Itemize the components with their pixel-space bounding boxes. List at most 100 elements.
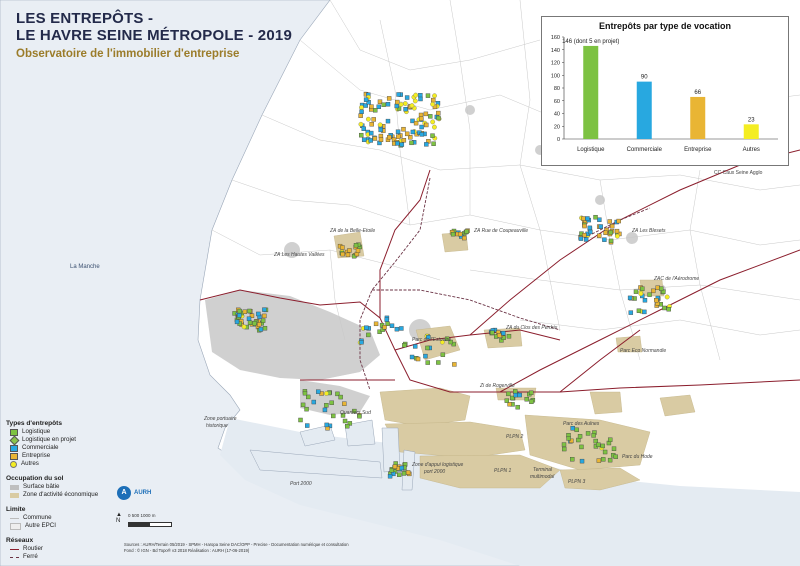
legend-type-row: Commerciale (6, 444, 112, 452)
label-parc-des-aulnes: Parc des Aulnes (563, 421, 600, 427)
warehouse-marker (602, 449, 608, 455)
warehouse-marker (396, 134, 401, 139)
warehouse-marker (596, 442, 601, 447)
warehouse-marker (340, 251, 345, 257)
sources: Sources : AURH/Terrain 05/2019 - SPMH - … (124, 542, 384, 553)
warehouse-marker (395, 141, 400, 146)
data-label: 23 (748, 117, 755, 123)
warehouse-marker (607, 219, 612, 224)
category-label: Entreprise (684, 147, 712, 153)
warehouse-marker (369, 122, 374, 127)
legend-limite-title: Limite (6, 506, 26, 513)
title-block: LES ENTREPÔTS - LE HAVRE SEINE MÉTROPOLE… (16, 10, 292, 60)
warehouse-marker (403, 106, 408, 112)
warehouse-marker (510, 395, 515, 401)
bar-autres (743, 124, 759, 139)
label-za-rue-coupeauville: ZA Rue de Coupeauville (473, 228, 528, 234)
port-docks (249, 419, 416, 491)
warehouse-marker (386, 96, 392, 101)
warehouse-marker (515, 404, 520, 410)
warehouse-marker (423, 353, 428, 359)
warehouse-marker (368, 138, 373, 143)
warehouse-marker (378, 137, 384, 142)
legend-type-label: Entreprise (22, 452, 51, 459)
warehouse-marker (347, 248, 352, 253)
warehouse-marker (436, 110, 441, 116)
warehouse-marker (666, 307, 671, 312)
warehouse-marker (611, 446, 617, 451)
warehouse-marker (364, 325, 369, 330)
warehouse-marker-autres (432, 93, 437, 99)
y-tick-label: 20 (554, 124, 560, 130)
warehouse-marker (425, 93, 431, 98)
y-tick-label: 100 (551, 73, 560, 79)
warehouse-marker (582, 232, 587, 238)
scale-bar (128, 522, 172, 527)
warehouse-marker (368, 130, 374, 136)
legend-types-list: Logistique Logistique en projet Commercial… (6, 428, 112, 468)
warehouse-marker (513, 389, 518, 394)
warehouse-marker (249, 313, 255, 318)
warehouse-marker (597, 217, 602, 222)
y-tick-label: 160 (551, 35, 560, 41)
label-parc-du-hode: Parc du Hode (622, 454, 653, 460)
warehouse-marker (247, 308, 252, 314)
warehouse-marker (359, 109, 364, 114)
warehouse-marker (636, 308, 642, 313)
warehouse-marker (246, 316, 252, 321)
warehouse-marker (585, 216, 590, 221)
legend-swatch-circle (10, 460, 17, 468)
warehouse-marker (247, 320, 253, 325)
warehouse-marker-autres (402, 101, 408, 106)
warehouse-marker (419, 132, 425, 137)
warehouse-marker (401, 471, 407, 476)
warehouse-marker (335, 391, 340, 397)
warehouse-marker-autres (413, 92, 419, 98)
legend-limite-commune: Commune (6, 514, 112, 522)
warehouse-marker (517, 392, 522, 398)
warehouse-marker (561, 446, 567, 452)
category-label: Logistique (577, 147, 605, 153)
warehouse-marker (561, 442, 567, 447)
warehouse-marker-autres (359, 105, 364, 110)
warehouse-marker (262, 325, 268, 331)
warehouse-marker (399, 465, 405, 471)
warehouse-marker (651, 288, 656, 294)
warehouse-marker (585, 431, 591, 436)
warehouse-marker (588, 229, 593, 235)
warehouse-marker (579, 444, 584, 450)
y-tick-label: 140 (551, 48, 560, 54)
warehouse-marker (464, 229, 469, 234)
y-tick-label: 0 (557, 137, 560, 143)
y-tick-label: 40 (554, 112, 560, 118)
legend-swatch-square (10, 428, 18, 436)
warehouse-marker (347, 421, 353, 426)
label-terminal-1: Terminal (533, 467, 553, 473)
warehouse-marker (408, 135, 413, 140)
legend-sol-zae-label: Zone d'activité économique (23, 491, 99, 498)
warehouse-marker (311, 399, 317, 405)
warehouse-marker (654, 297, 659, 303)
warehouse-marker (598, 224, 603, 229)
warehouse-marker-autres (614, 233, 620, 239)
legend-type-label: Autres (21, 460, 39, 467)
warehouse-marker (423, 111, 429, 117)
warehouse-marker (384, 317, 389, 322)
warehouse-marker (583, 237, 589, 242)
estuary-area (220, 418, 800, 566)
label-sea: La Manche (70, 264, 100, 270)
warehouse-marker-autres (664, 294, 670, 300)
warehouse-marker (363, 103, 368, 108)
warehouse-marker (504, 398, 510, 403)
warehouse-marker (361, 126, 366, 131)
legend-sol-bati-label: Surface bâtie (23, 483, 60, 490)
warehouse-marker (351, 254, 357, 259)
warehouse-marker (627, 295, 633, 301)
legend-type-label: Commerciale (22, 444, 59, 451)
warehouse-marker (387, 134, 392, 140)
warehouse-marker-autres (398, 102, 404, 107)
warehouse-marker (402, 343, 407, 348)
warehouse-marker (424, 142, 429, 147)
warehouse-marker (316, 389, 321, 394)
